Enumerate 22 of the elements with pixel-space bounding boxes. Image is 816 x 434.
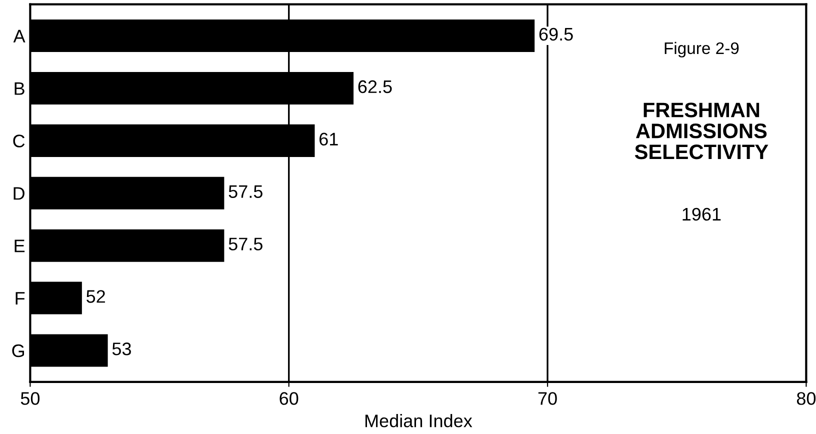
data-label: 62.5 <box>358 80 392 94</box>
x-tick-label: 80 <box>796 392 816 405</box>
y-tick-label: G <box>12 344 24 358</box>
y-tick-label: E <box>14 240 25 252</box>
data-label: 57.5 <box>228 185 262 198</box>
y-tick-label: F <box>16 292 25 305</box>
x-tick-label: 50 <box>20 392 40 405</box>
data-label: 53 <box>112 342 131 356</box>
y-tick-label: C <box>13 134 25 148</box>
x-tick-label: 70 <box>538 392 557 405</box>
y-tick-label: B <box>14 82 24 95</box>
text: 1961 <box>682 208 721 221</box>
data-label: 61 <box>320 132 338 146</box>
y-tick-label: A <box>13 30 26 42</box>
data-label: 69.5 <box>539 28 573 41</box>
annotation: Figure 2-9 <box>664 42 739 58</box>
data-label: 52 <box>86 290 105 303</box>
y-tick-label: D <box>14 187 24 200</box>
x-tick-label: 60 <box>280 392 298 405</box>
data-label: 57.5 <box>228 238 262 250</box>
text: FRESHMAN ADMISSIONS SELECTIVITY <box>634 102 768 160</box>
x-axis-title: Median Index <box>365 414 472 428</box>
